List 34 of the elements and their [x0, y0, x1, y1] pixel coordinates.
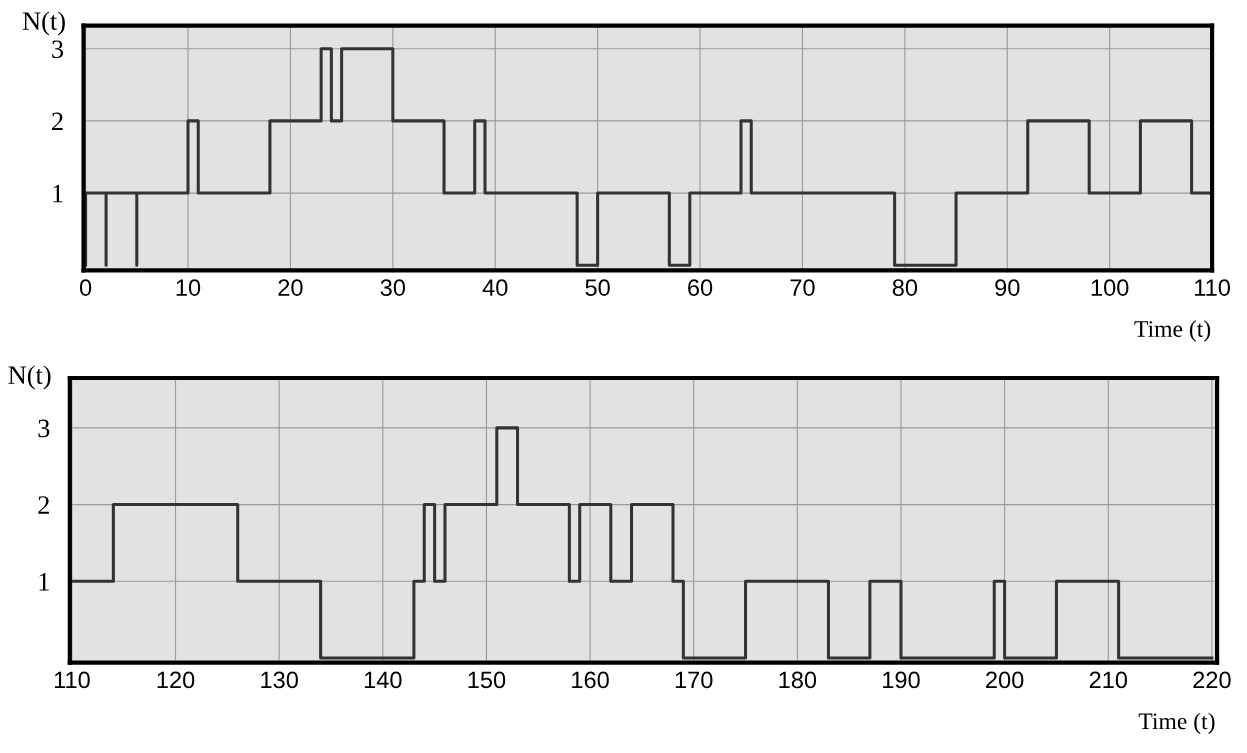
x-tick-label: 180 — [779, 671, 817, 689]
x-tick-label: 210 — [1089, 671, 1128, 689]
x-tick-label: 130 — [261, 671, 298, 689]
x-tick-label: 70 — [790, 279, 815, 296]
x-tick-label: 40 — [482, 279, 508, 296]
x-tick-label: 10 — [176, 279, 201, 296]
x-tick-label: 120 — [157, 671, 195, 689]
x-axis-title: Time (t) — [1134, 320, 1211, 342]
x-tick-label: 80 — [892, 279, 918, 296]
y-axis-title: N(t) — [8, 365, 51, 390]
x-tick-label: 150 — [468, 671, 506, 689]
x-tick-label: 110 — [54, 671, 90, 689]
y-axis-title: N(t) — [22, 11, 65, 36]
x-tick-label: 190 — [883, 671, 920, 689]
x-tick-label: 0 — [79, 279, 92, 296]
x-tick-label: 50 — [585, 279, 610, 296]
y-tick-label: 2 — [52, 112, 63, 131]
x-tick-label: 90 — [995, 279, 1020, 296]
x-axis-title: Time (t) — [1138, 712, 1215, 735]
x-tick-label: 220 — [1193, 671, 1231, 689]
x-tick-label: 200 — [986, 671, 1024, 689]
y-tick-label: 2 — [38, 496, 49, 514]
x-tick-label: 140 — [364, 671, 402, 689]
x-tick-label: 30 — [380, 279, 406, 296]
y-tick-label: 3 — [38, 419, 50, 438]
y-tick-label: 3 — [52, 40, 64, 59]
y-tick-label: 1 — [39, 573, 49, 591]
x-tick-label: 170 — [675, 671, 713, 689]
x-tick-label: 100 — [1091, 279, 1129, 296]
x-tick-label: 20 — [278, 279, 303, 296]
x-tick-label: 160 — [572, 671, 609, 689]
x-tick-label: 110 — [1195, 279, 1230, 296]
x-tick-label: 60 — [688, 279, 713, 296]
y-tick-label: 1 — [53, 184, 63, 203]
